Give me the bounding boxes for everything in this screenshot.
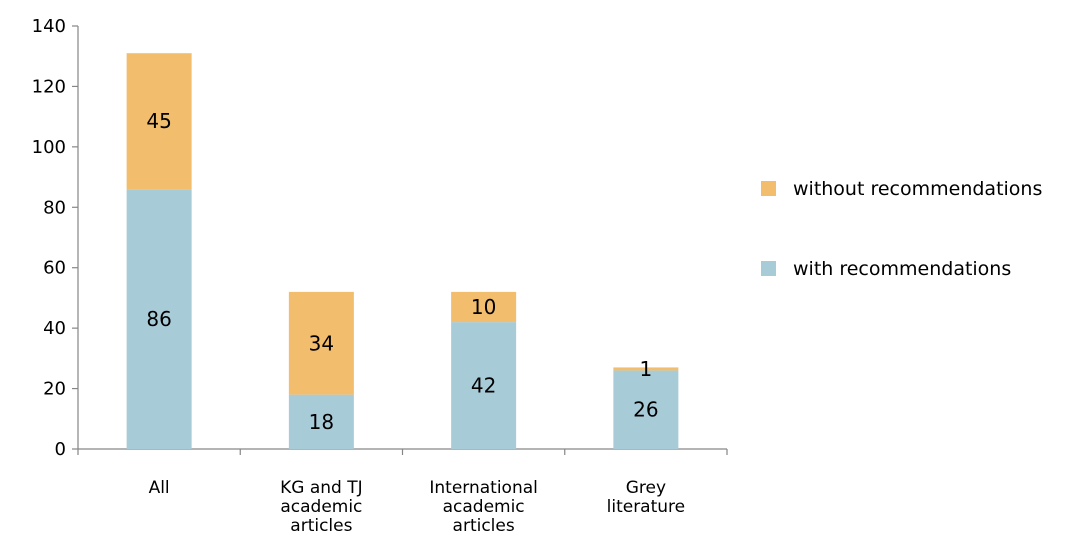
bar-segment-with xyxy=(288,394,354,449)
data-label: 26 xyxy=(633,398,658,422)
legend: without recommendations with recommendati… xyxy=(761,178,1042,280)
legend-label: without recommendations xyxy=(793,178,1042,200)
legend-swatch xyxy=(761,261,776,276)
y-tick-label: 140 xyxy=(32,16,66,37)
y-tick-label: 0 xyxy=(55,439,66,460)
bar-segment-without xyxy=(126,53,192,190)
bar-segment-without xyxy=(288,291,354,395)
y-tick-label: 120 xyxy=(32,76,66,97)
bar-segment-with xyxy=(451,322,517,449)
data-label: 1 xyxy=(640,357,653,381)
bar-segment-with xyxy=(126,189,192,449)
data-label: 86 xyxy=(146,307,171,331)
bar-segment-without xyxy=(451,291,517,323)
data-labels: 86 45 18 34 42 10 26 1 xyxy=(146,109,658,434)
legend-swatch xyxy=(761,181,776,196)
legend-label: with recommendations xyxy=(793,258,1011,280)
x-tick-label: International academic articles xyxy=(429,478,538,536)
bars xyxy=(126,53,679,449)
x-tick-label: All xyxy=(149,478,170,498)
y-tick-label: 80 xyxy=(43,197,66,218)
data-label: 18 xyxy=(309,410,334,434)
bar-segment-with xyxy=(613,370,679,449)
y-tick-label: 100 xyxy=(32,137,66,158)
data-label: 45 xyxy=(146,109,171,133)
y-tick-label: 20 xyxy=(43,379,66,400)
y-tick-label: 60 xyxy=(43,258,66,279)
x-tick-label: KG and TJ academic articles xyxy=(280,478,363,536)
y-tick-label: 40 xyxy=(43,318,66,339)
data-label: 10 xyxy=(471,295,496,319)
bar-segment-without xyxy=(613,367,679,371)
data-label: 34 xyxy=(309,331,334,355)
x-tick-label: Grey literature xyxy=(607,478,686,517)
data-label: 42 xyxy=(471,374,496,398)
